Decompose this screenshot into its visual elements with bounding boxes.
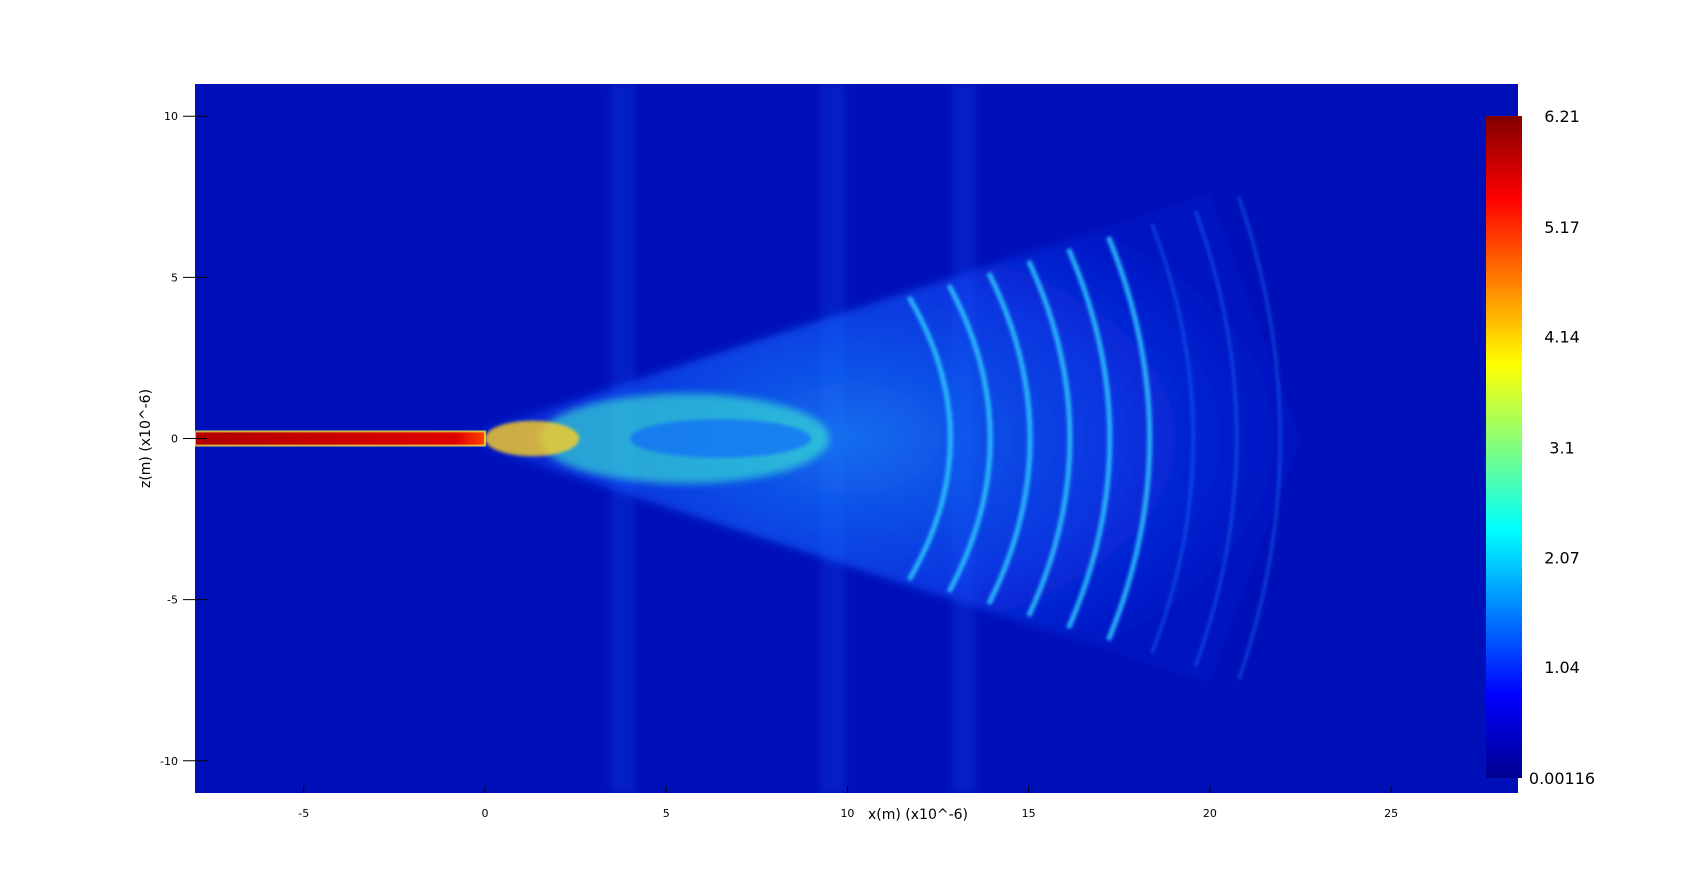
x-tick-label: 15	[1022, 807, 1036, 820]
fringe-arc	[1106, 235, 1153, 642]
x-tick-label: -5	[298, 807, 309, 820]
colorbar-tick-label: 2.07	[1544, 548, 1580, 567]
fringe-arc	[906, 295, 953, 582]
x-axis: -5 0 5 10 15 20 25	[298, 786, 1398, 820]
y-tick-label: -5	[167, 594, 178, 607]
colorbar-ticks: 6.21 5.17 4.14 3.1 2.07 1.04 0.00116	[1529, 107, 1595, 788]
fringe-arc	[1193, 210, 1239, 667]
field-intensity-map	[195, 84, 1301, 793]
waveguide-core	[195, 431, 485, 446]
y-tick-label: -10	[160, 755, 178, 768]
waveguide-edge	[195, 430, 486, 447]
fringe-arc	[946, 283, 993, 594]
y-axis-label: z(m) (x10^-6)	[138, 389, 154, 488]
y-tick-label: 10	[164, 110, 178, 123]
x-tick-label: 5	[663, 807, 670, 820]
fringe-arc	[1026, 259, 1073, 618]
y-tick-label: 0	[171, 433, 178, 446]
focus-lobe-inner	[629, 419, 812, 458]
fringe-arcs	[906, 196, 1282, 681]
colorbar: 6.21 5.17 4.14 3.1 2.07 1.04 0.00116	[1486, 107, 1595, 788]
fringe-arc	[1150, 223, 1195, 654]
x-tick-label: 20	[1203, 807, 1217, 820]
fringe-arc	[1066, 247, 1113, 630]
focus-lobes	[484, 393, 830, 484]
y-tick-label: 5	[171, 271, 178, 284]
colorbar-tick-label: 1.04	[1544, 658, 1580, 677]
colorbar-tick-label: 6.21	[1544, 107, 1580, 126]
colorbar-tick-label: 3.1	[1549, 439, 1574, 458]
x-axis-label: x(m) (x10^-6)	[868, 807, 968, 823]
focus-hotspot	[484, 420, 580, 457]
beam-cone	[484, 193, 1301, 684]
x-tick-label: 10	[840, 807, 854, 820]
colorbar-tick-label: 4.14	[1544, 328, 1580, 347]
fringe-arc	[986, 271, 1033, 606]
x-tick-label: 25	[1384, 807, 1398, 820]
y-axis: 10 5 0 -5 -10	[160, 110, 207, 768]
colorbar-tick-label: 5.17	[1544, 218, 1580, 237]
colorbar-gradient	[1486, 116, 1522, 778]
colorbar-tick-label: 0.00116	[1529, 769, 1595, 788]
fringe-arc	[1237, 196, 1282, 681]
x-tick-label: 0	[481, 807, 488, 820]
